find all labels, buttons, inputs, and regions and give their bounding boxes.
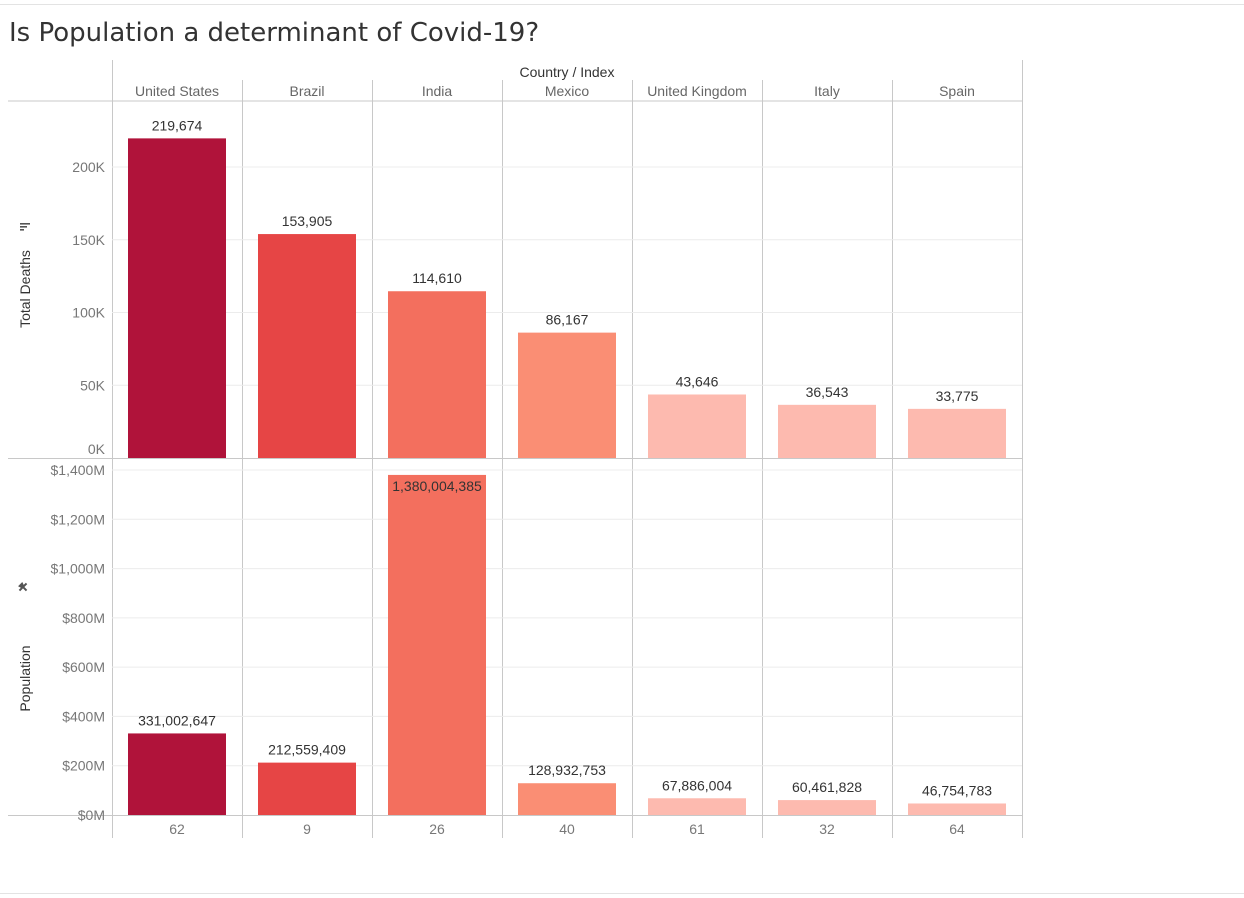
- data-label: 212,559,409: [268, 742, 346, 758]
- data-label: 128,932,753: [528, 762, 606, 778]
- bar: [388, 474, 486, 815]
- sort-icon-bar: [20, 226, 27, 228]
- bar: [518, 783, 616, 815]
- y-tick-label: $1,000M: [51, 561, 105, 577]
- index-label: 62: [169, 821, 185, 837]
- data-label: 114,610: [412, 270, 462, 286]
- bottom-border: [0, 893, 1244, 894]
- data-label: 60,461,828: [792, 779, 862, 795]
- bar: [908, 408, 1006, 458]
- pin-icon: [18, 582, 28, 592]
- y-tick-label: $800M: [62, 610, 105, 626]
- bar: [778, 800, 876, 815]
- y-tick-label: $1,200M: [51, 511, 105, 527]
- index-label: 40: [559, 821, 575, 837]
- y-tick-label: 100K: [72, 305, 105, 321]
- bar: [388, 291, 486, 458]
- data-label: 219,674: [152, 117, 203, 133]
- bar: [778, 404, 876, 458]
- data-label: 36,543: [806, 384, 849, 400]
- data-label: 153,905: [282, 213, 333, 229]
- index-label: 26: [429, 821, 445, 837]
- y-tick-label: 50K: [80, 377, 106, 393]
- y-tick-label: 200K: [72, 159, 105, 175]
- category-label: Brazil: [289, 83, 324, 99]
- sort-icon-bar: [20, 223, 30, 225]
- data-label: 86,167: [546, 312, 589, 328]
- category-label: Mexico: [545, 83, 590, 99]
- y-tick-label: $1,400M: [51, 462, 105, 478]
- category-label: Spain: [939, 83, 975, 99]
- y-axis-title: Population: [17, 645, 33, 711]
- data-label: 67,886,004: [662, 777, 732, 793]
- bar: [258, 234, 356, 458]
- index-label: 61: [689, 821, 705, 837]
- index-label: 9: [303, 821, 311, 837]
- top-border: [0, 4, 1244, 5]
- index-label: 64: [949, 821, 965, 837]
- y-tick-label: $400M: [62, 708, 105, 724]
- bar: [128, 138, 226, 458]
- y-tick-label: $600M: [62, 659, 105, 675]
- y-tick-label: $0M: [78, 807, 105, 823]
- data-label: 43,646: [676, 373, 719, 389]
- category-label: United Kingdom: [647, 83, 747, 99]
- category-label: India: [422, 83, 453, 99]
- pin-shape: [18, 582, 28, 592]
- data-label: 331,002,647: [138, 712, 216, 728]
- bar: [518, 332, 616, 458]
- page-title: Is Population a determinant of Covid-19?: [9, 18, 540, 48]
- bar: [258, 762, 356, 815]
- bar: [648, 798, 746, 815]
- category-label: Italy: [814, 83, 840, 99]
- sort-descending-icon: [20, 223, 30, 231]
- y-tick-label: $200M: [62, 758, 105, 774]
- y-tick-label: 0K: [88, 441, 106, 457]
- column-header-title: Country / Index: [520, 64, 615, 80]
- data-label: 1,380,004,385: [392, 478, 482, 494]
- bar: [648, 394, 746, 458]
- y-tick-label: 150K: [72, 232, 105, 248]
- index-label: 32: [819, 821, 835, 837]
- bar: [128, 733, 226, 815]
- sort-icon-bar: [20, 229, 24, 231]
- y-axis-title: Total Deaths: [17, 250, 33, 328]
- category-label: United States: [135, 83, 219, 99]
- bar: [908, 803, 1006, 815]
- data-label: 46,754,783: [922, 782, 992, 798]
- data-label: 33,775: [936, 388, 979, 404]
